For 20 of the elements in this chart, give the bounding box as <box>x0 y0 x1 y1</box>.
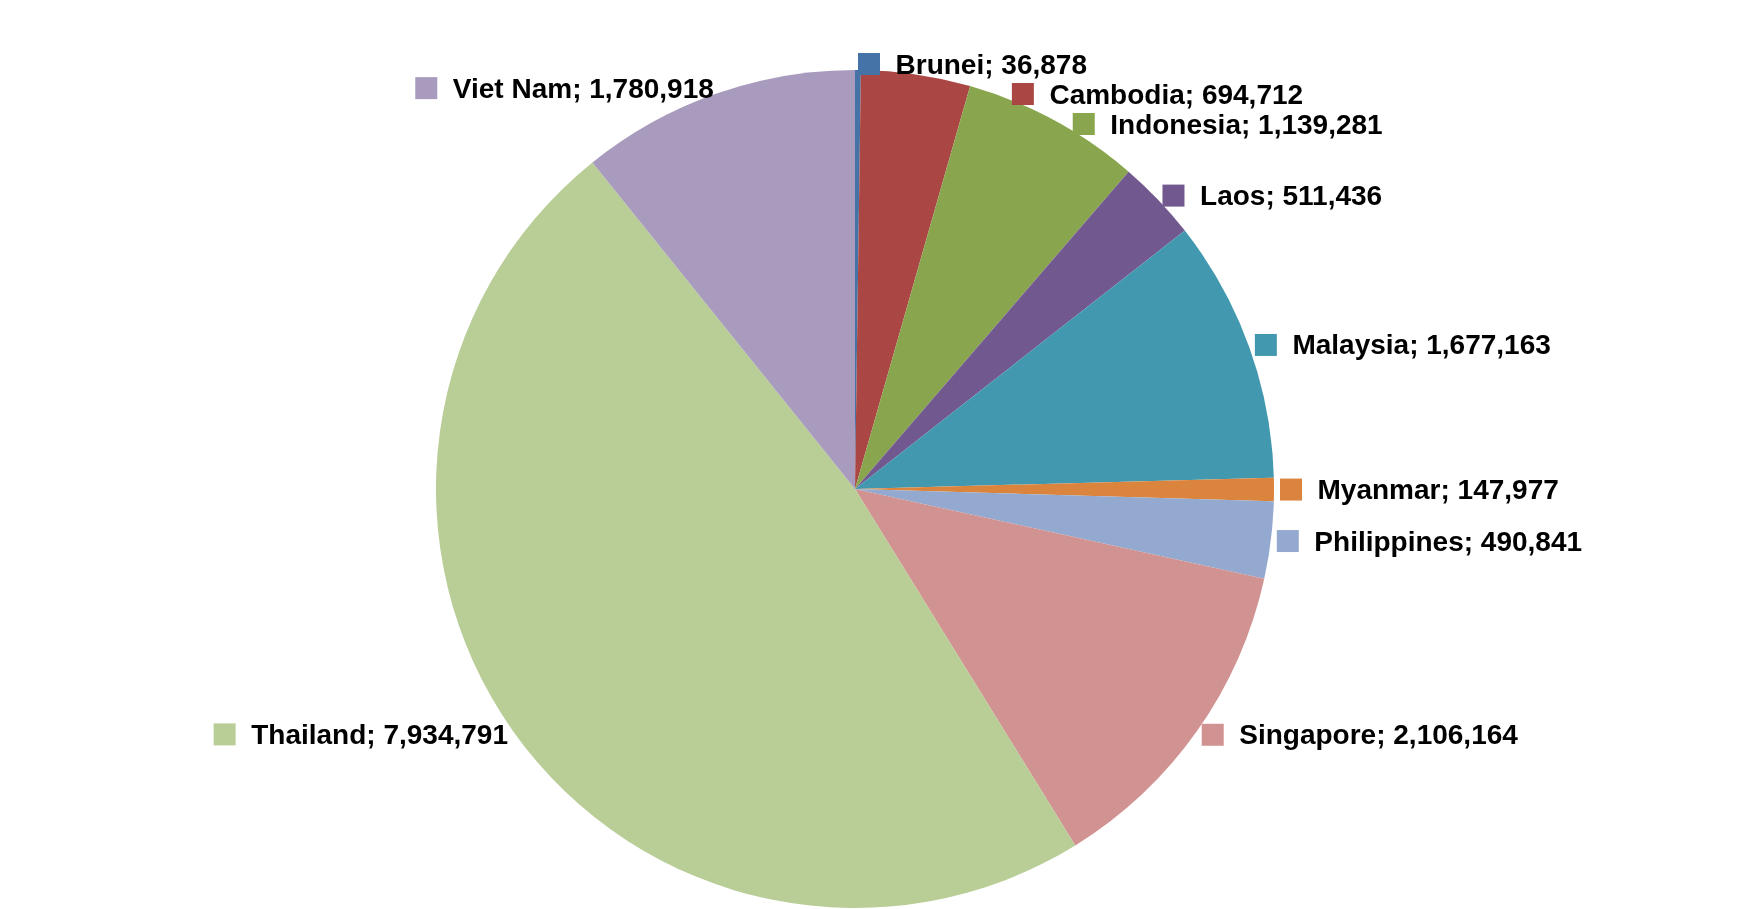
data-label: ; 694,712 <box>1184 78 1304 110</box>
data-label: ; 490,841 <box>1463 525 1583 557</box>
data-label: ; 511,436 <box>1265 180 1383 212</box>
legend-label: Malaysia <box>1292 329 1410 361</box>
data-label: ; 7,934,791 <box>366 718 508 750</box>
legend-label: Laos <box>1200 180 1266 212</box>
legend-label: Cambodia <box>1049 78 1186 110</box>
data-label: ; 1,139,281 <box>1240 108 1383 140</box>
legend-label: Thailand <box>251 718 367 750</box>
data-label: ; 1,780,918 <box>572 72 714 104</box>
legend-label: Philippines <box>1314 525 1464 557</box>
legend-label: Viet Nam <box>452 72 573 104</box>
data-label: ; 1,677,163 <box>1409 329 1551 361</box>
legend-label: Brunei <box>895 48 985 80</box>
legend-label: Indonesia <box>1110 108 1242 140</box>
legend-label: Singapore <box>1239 719 1377 751</box>
data-label: ; 36,878 <box>984 48 1087 80</box>
legend-label: Myanmar <box>1317 474 1441 506</box>
data-label: ; 147,977 <box>1440 474 1559 506</box>
data-label: ; 2,106,164 <box>1376 719 1519 751</box>
